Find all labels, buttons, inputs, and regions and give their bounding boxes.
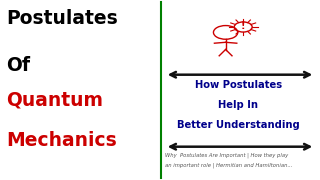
Text: !: ! xyxy=(241,21,245,31)
Text: How Postulates: How Postulates xyxy=(195,80,282,90)
Text: an important role | Hermitian and Hamiltonian...: an important role | Hermitian and Hamilt… xyxy=(165,163,292,168)
Text: Mechanics: Mechanics xyxy=(6,131,117,150)
Text: Why  Postulates Are Important | How they play: Why Postulates Are Important | How they … xyxy=(165,152,288,158)
Text: Postulates: Postulates xyxy=(6,9,118,28)
Text: Help In: Help In xyxy=(219,100,259,110)
Text: Of: Of xyxy=(6,56,30,75)
Text: Better Understanding: Better Understanding xyxy=(177,120,300,130)
Text: Quantum: Quantum xyxy=(6,90,103,109)
